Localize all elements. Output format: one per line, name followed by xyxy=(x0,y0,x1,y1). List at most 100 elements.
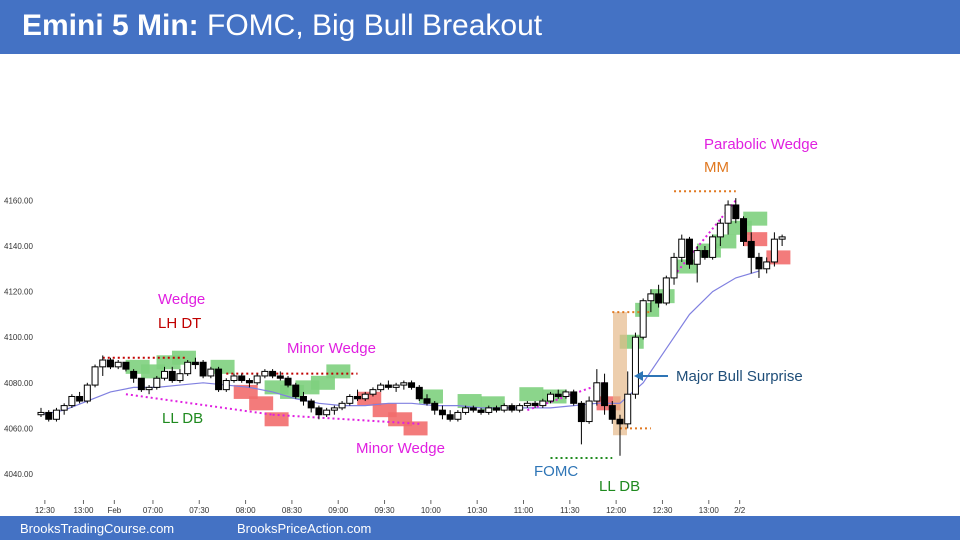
candle-body-1 xyxy=(45,411,53,420)
x-tick-label-13: 12:00 xyxy=(606,506,627,515)
candle-body-2 xyxy=(52,409,60,420)
x-tick-label-7: 09:00 xyxy=(328,506,349,515)
candle-body-17 xyxy=(168,370,176,382)
candle-body-83 xyxy=(678,238,686,258)
candle-body-60 xyxy=(500,405,508,411)
candle-body-92 xyxy=(747,240,755,258)
candle-body-11 xyxy=(122,361,130,370)
candle-body-87 xyxy=(709,236,717,258)
x-tick-label-11: 11:00 xyxy=(514,506,534,515)
candle-body-24 xyxy=(222,380,230,391)
x-tick-label-2: Feb xyxy=(107,506,121,515)
candle-body-21 xyxy=(199,361,207,377)
x-tick-label-5: 08:00 xyxy=(236,506,257,515)
price-chart: 4040.00 4060.00 4080.00 4100.00 4120.00 4140.… xyxy=(4,136,818,515)
candle-body-55 xyxy=(462,407,470,413)
green-highlight-11 xyxy=(457,394,482,409)
candle-body-88 xyxy=(716,222,724,238)
green-highlight-22 xyxy=(743,211,768,226)
arrow-head-icon xyxy=(634,371,643,381)
candle-body-65 xyxy=(539,400,547,407)
annotation-fomc: FOMC xyxy=(534,463,578,480)
candle-body-10 xyxy=(114,361,122,368)
title-bar: Emini 5 Min: FOMC, Big Bull Breakout xyxy=(0,0,960,54)
y-tick-label-6: 4160.00 xyxy=(4,196,33,205)
candle-body-18 xyxy=(176,373,184,382)
candle-body-20 xyxy=(191,361,199,366)
annotation-minor-wedge-bottom: Minor Wedge xyxy=(356,440,445,457)
candle-body-53 xyxy=(446,414,454,420)
candle-body-38 xyxy=(330,407,338,411)
green-highlight-15 xyxy=(635,302,660,317)
green-highlight-13 xyxy=(519,387,544,402)
candle-body-54 xyxy=(454,411,462,420)
candle-body-77 xyxy=(631,336,639,395)
candle-body-52 xyxy=(438,409,446,416)
candle-body-69 xyxy=(570,391,578,404)
title-rest: FOMC, Big Bull Breakout xyxy=(198,9,543,42)
x-tick-label-0: 12:30 xyxy=(35,506,56,515)
candle-body-58 xyxy=(485,407,493,413)
candle-body-86 xyxy=(701,250,709,258)
y-tick-label-5: 4140.00 xyxy=(4,242,33,251)
candle-body-67 xyxy=(554,393,562,397)
y-tick-label-4: 4120.00 xyxy=(4,288,33,297)
candle-body-35 xyxy=(307,400,315,409)
candle-body-3 xyxy=(60,405,68,411)
candle-body-19 xyxy=(184,361,192,375)
candle-body-51 xyxy=(431,402,439,411)
candle-body-30 xyxy=(269,370,277,377)
candle-body-0 xyxy=(37,411,45,416)
candle-body-22 xyxy=(207,368,215,377)
candle-body-85 xyxy=(693,250,701,265)
x-tick-label-4: 07:30 xyxy=(189,506,210,515)
x-tick-label-10: 10:30 xyxy=(467,506,488,515)
x-tick-label-1: 13:00 xyxy=(73,506,94,515)
footer-link-brooks-trading-course[interactable]: BrooksTradingCourse.com xyxy=(20,521,175,536)
footer-link-brooks-price-action[interactable]: BrooksPriceAction.com xyxy=(237,521,372,536)
x-tick-label-9: 10:00 xyxy=(421,506,442,515)
candle-body-49 xyxy=(415,386,423,400)
x-tick-label-16: 2/2 xyxy=(734,506,746,515)
x-tick-label-14: 12:30 xyxy=(652,506,673,515)
annotation-lh-dt: LH DT xyxy=(158,315,201,332)
candle-body-5 xyxy=(76,395,84,402)
annotations: Wedge LH DT LL DB Minor Wedge Minor Wedg… xyxy=(158,136,818,495)
candle-body-8 xyxy=(99,359,107,368)
annotation-ll-db-left: LL DB xyxy=(162,410,203,427)
candle-body-96 xyxy=(778,236,786,240)
candle-body-50 xyxy=(423,398,431,404)
red-highlight-1 xyxy=(249,396,274,411)
x-tick-label-8: 09:30 xyxy=(375,506,396,515)
candle-body-68 xyxy=(562,391,570,397)
candle-body-33 xyxy=(292,384,300,397)
green-highlight-9 xyxy=(326,364,351,379)
annotation-ll-db-right: LL DB xyxy=(599,478,640,495)
candle-body-44 xyxy=(377,384,385,391)
candle-body-34 xyxy=(299,395,307,402)
candle-body-74 xyxy=(608,405,616,420)
candle-body-80 xyxy=(655,293,663,304)
candle-body-95 xyxy=(770,238,778,263)
x-tick-label-12: 11:30 xyxy=(560,506,580,515)
candle-body-36 xyxy=(315,407,323,416)
candle-body-94 xyxy=(763,261,771,270)
candle-body-61 xyxy=(508,405,516,411)
candle-body-63 xyxy=(523,402,531,407)
candle-body-57 xyxy=(477,409,485,413)
annotation-minor-wedge-top: Minor Wedge xyxy=(287,340,376,357)
candle-body-45 xyxy=(384,384,392,388)
candle-body-7 xyxy=(91,366,99,386)
candle-body-25 xyxy=(230,375,238,382)
annotation-major-bull-surprise: Major Bull Surprise xyxy=(676,368,803,385)
candle-body-47 xyxy=(400,382,408,386)
candle-body-84 xyxy=(685,238,693,265)
y-tick-label-2: 4080.00 xyxy=(4,379,33,388)
annotation-mm: MM xyxy=(704,159,729,176)
green-highlight-8 xyxy=(310,375,335,390)
candle-body-15 xyxy=(153,377,161,388)
candle-body-72 xyxy=(593,382,601,402)
red-highlight-6 xyxy=(403,421,428,436)
candle-body-13 xyxy=(137,377,145,391)
candle-body-73 xyxy=(601,382,609,407)
